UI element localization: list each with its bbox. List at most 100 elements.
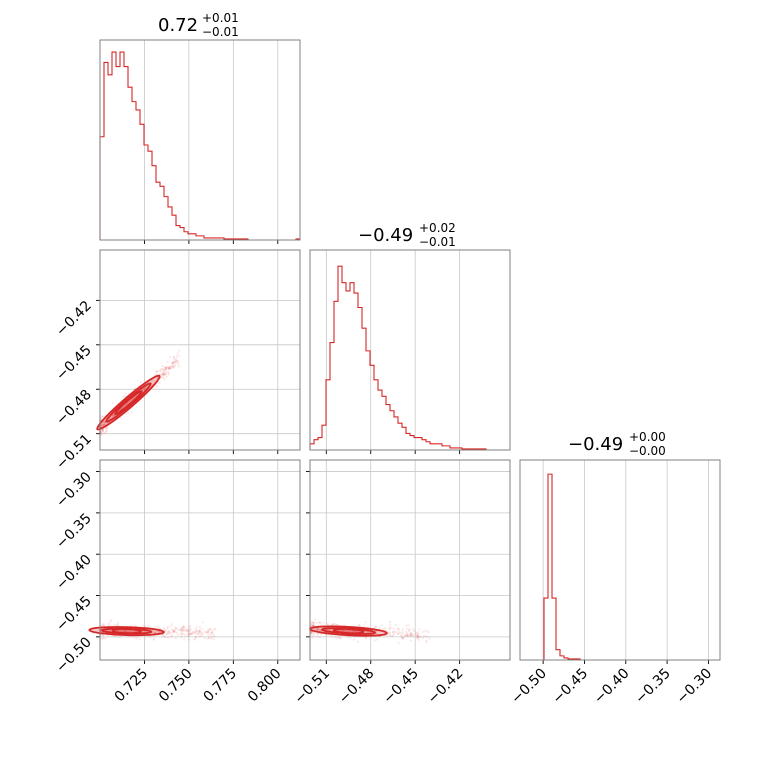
sample-point <box>162 368 165 371</box>
sample-point <box>383 626 387 630</box>
sample-point <box>101 429 104 432</box>
sample-point <box>180 635 183 638</box>
sample-point <box>187 638 190 641</box>
sample-point <box>100 424 103 427</box>
sample-point <box>167 631 170 634</box>
contour-fill-1-0-0 <box>115 391 142 415</box>
sample-point <box>364 637 367 640</box>
sample-point <box>172 630 175 633</box>
sample-point <box>171 365 174 368</box>
sample-point <box>158 630 162 633</box>
sample-point <box>210 631 213 634</box>
sample-point <box>311 636 314 639</box>
sample-point <box>389 620 392 624</box>
sample-point <box>169 367 172 370</box>
sample-point <box>161 364 164 367</box>
sample-point <box>374 625 377 628</box>
sample-point <box>332 622 335 625</box>
y-ticklabel-p2-4: −0.30 <box>53 469 95 511</box>
sample-point <box>188 628 191 631</box>
sample-point <box>210 637 213 640</box>
sample-point <box>103 423 106 426</box>
sample-point <box>384 628 387 631</box>
sample-point <box>174 627 178 630</box>
sample-point <box>311 631 314 634</box>
sample-point <box>105 429 108 432</box>
sample-point <box>197 631 200 635</box>
sample-point <box>102 424 106 427</box>
sample-point <box>129 630 132 633</box>
sample-point <box>162 368 165 371</box>
sample-point <box>337 636 340 640</box>
sample-point <box>155 385 158 388</box>
sample-point <box>142 388 145 391</box>
sample-point <box>172 630 175 634</box>
y-ticklabel-p1-2: −0.45 <box>53 342 95 384</box>
sample-point <box>175 627 178 630</box>
sample-point <box>180 628 183 631</box>
sample-point <box>199 630 202 633</box>
sample-point <box>169 365 172 368</box>
sample-point <box>164 367 167 370</box>
sample-point <box>373 639 377 642</box>
sample-point <box>182 628 186 631</box>
sample-point <box>200 632 203 635</box>
sample-point <box>187 632 191 635</box>
sample-point <box>425 639 428 642</box>
sample-point <box>346 635 349 639</box>
sample-point <box>322 621 325 624</box>
sample-point <box>339 637 342 640</box>
sample-point <box>331 623 334 626</box>
sample-point <box>194 636 198 639</box>
sample-point <box>198 630 201 633</box>
sample-point <box>164 628 167 631</box>
sample-point <box>152 638 156 641</box>
sample-point <box>317 627 320 630</box>
sample-point <box>405 630 408 633</box>
sample-point <box>155 630 158 633</box>
sample-point <box>100 432 103 435</box>
contour-1-0-1 <box>105 382 152 423</box>
sample-point <box>162 371 165 374</box>
sample-point <box>173 361 176 364</box>
sample-point <box>396 627 400 630</box>
panel-0-0 <box>99 39 301 244</box>
x-ticklabel-p2-0: −0.50 <box>508 666 550 708</box>
sample-point <box>174 625 177 629</box>
panel-2-0 <box>88 459 301 664</box>
sample-point <box>163 373 166 376</box>
sample-point <box>188 632 191 636</box>
sample-point <box>208 636 211 639</box>
sample-point <box>358 624 361 627</box>
sample-point <box>100 429 103 432</box>
sample-point <box>426 629 429 632</box>
sample-point <box>117 621 120 625</box>
contour-1-0-2 <box>96 374 161 431</box>
sample-point <box>415 632 418 635</box>
sample-point <box>338 636 341 640</box>
sample-point <box>200 627 203 630</box>
sample-point <box>178 349 181 352</box>
sample-point <box>389 634 393 637</box>
histogram-p2 <box>520 473 720 661</box>
panel-frame-1-1 <box>309 249 511 451</box>
sample-point <box>312 621 315 624</box>
sample-point <box>397 632 400 636</box>
sample-point <box>207 631 210 634</box>
sample-point <box>127 411 130 414</box>
sample-point <box>182 626 185 629</box>
title-p2: −0.49 +0.00 −0.00 <box>568 430 666 458</box>
sample-point <box>192 631 195 634</box>
sample-point <box>318 635 321 639</box>
sample-point <box>122 395 125 398</box>
sample-point <box>173 360 176 364</box>
sample-point <box>103 420 106 424</box>
sample-point <box>207 629 210 633</box>
sample-point <box>198 628 201 632</box>
sample-point <box>204 631 207 634</box>
sample-point <box>317 628 320 631</box>
sample-point <box>168 365 171 369</box>
sample-point <box>417 638 420 642</box>
title-p0: 0.72 +0.01 −0.01 <box>158 11 239 39</box>
sample-point <box>406 633 409 636</box>
